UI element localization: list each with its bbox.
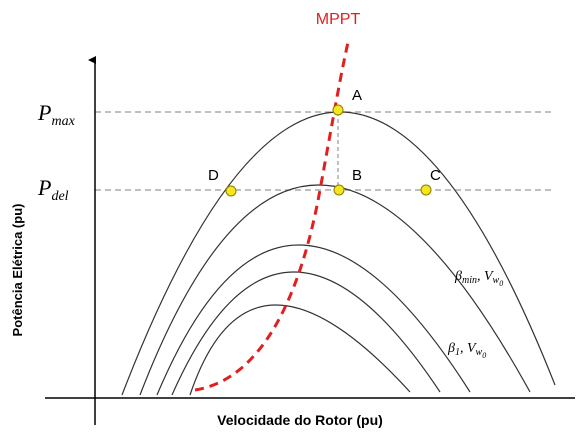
curve xyxy=(156,244,471,396)
t: w xyxy=(493,275,500,286)
point xyxy=(332,104,344,116)
point-label: B xyxy=(352,167,362,184)
pmax-label: Pmax xyxy=(37,100,76,129)
t: 0 xyxy=(482,351,486,360)
curve xyxy=(139,184,531,396)
point xyxy=(420,184,432,196)
label-sub: max xyxy=(51,114,75,129)
point-label: D xyxy=(208,167,219,184)
t: V xyxy=(484,269,494,284)
t: β xyxy=(447,341,455,356)
t: , xyxy=(477,269,484,284)
point xyxy=(333,184,345,196)
curve xyxy=(189,304,411,396)
t: V xyxy=(467,341,477,356)
label-base: P xyxy=(37,100,51,125)
mppt-label: MPPT xyxy=(316,11,361,28)
point-label: A xyxy=(352,87,362,104)
curve xyxy=(171,271,441,396)
pdel-label: Pdel xyxy=(37,175,69,204)
label-sub: del xyxy=(51,189,68,204)
t: β xyxy=(454,269,462,284)
mppt-curve xyxy=(194,41,350,392)
points xyxy=(225,104,432,197)
label-base: P xyxy=(37,175,51,200)
t: w xyxy=(476,347,483,358)
y-axis-label: Potência Elétrica (pu) xyxy=(10,204,25,337)
t: min xyxy=(462,275,477,286)
point-label: C xyxy=(430,167,441,184)
curve-label: βmin, Vw0 xyxy=(454,269,503,288)
x-axis-label: Velocidade do Rotor (pu) xyxy=(217,412,383,428)
t: 0 xyxy=(499,279,503,288)
curve-label: β1, Vw0 xyxy=(447,341,486,360)
t: 1 xyxy=(455,347,460,358)
t: , xyxy=(460,341,467,356)
point xyxy=(225,185,237,197)
